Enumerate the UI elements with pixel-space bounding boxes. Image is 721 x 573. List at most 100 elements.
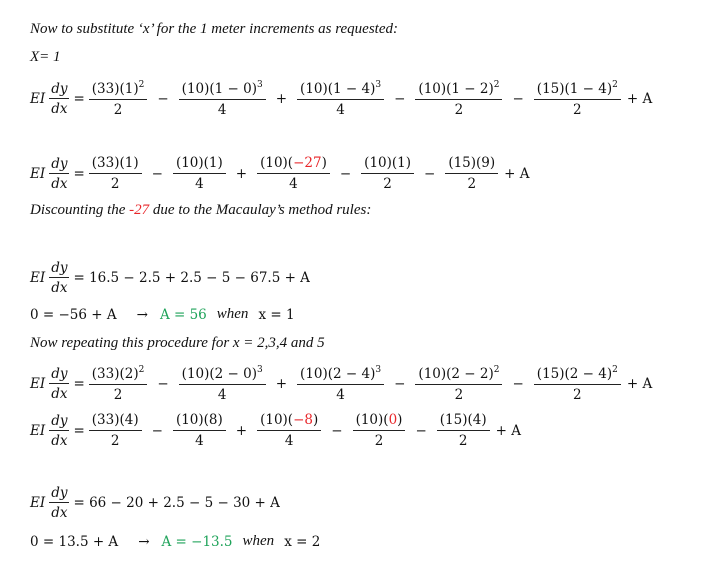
numerator-part: (33)(1) (91, 155, 139, 171)
denominator: 2 (110, 433, 120, 449)
exponent: 2 (138, 80, 145, 90)
dx-denominator: dx (51, 175, 68, 192)
denominator: 4 (336, 102, 345, 118)
rhs-expression: = 16.5 − 2.5 + 2.5 − 5 − 67.5 + A (73, 270, 310, 286)
fraction-term: (33)(1)2 2 (88, 80, 148, 118)
operator: − (394, 376, 406, 392)
numerator-part: (10)(1) (175, 155, 223, 171)
operator: + (275, 376, 288, 392)
denominator: 4 (284, 433, 294, 449)
denominator: 2 (454, 102, 464, 118)
numerator: (10)(−27) (257, 155, 330, 174)
numerator-part: (33)(1) (91, 81, 139, 97)
fraction-term: (10)(2 − 4)3 4 (297, 365, 385, 403)
dy-dx-fraction: dy dx (49, 485, 70, 521)
dx-denominator: dx (51, 505, 68, 521)
when-label: when (216, 306, 249, 322)
fraction-term: (10)(−27) 4 (257, 155, 330, 192)
exponent: 3 (257, 365, 263, 375)
fraction-term: (10)(1) 4 (172, 155, 226, 192)
equals-sign: = (73, 91, 85, 107)
numerator-part: (10)(2 − 2) (418, 366, 494, 382)
denominator: 4 (195, 176, 204, 192)
denominator: 4 (217, 387, 227, 403)
equation-6: EI dy dx = 66 − 20 + 2.5 − 5 − 30 + A (30, 485, 280, 521)
numerator-part: (10)(1 − 2) (418, 81, 494, 97)
exponent: 2 (493, 365, 500, 375)
dy-numerator: dy (49, 155, 70, 174)
denominator: 2 (383, 176, 392, 192)
fraction-term: (10)(1 − 0)3 4 (178, 80, 266, 118)
numerator: (15)(9) (445, 155, 499, 174)
tail-constant: + A (504, 165, 530, 182)
numerator: (10)(1 − 0)3 (178, 80, 266, 100)
dx-denominator: dx (51, 280, 68, 296)
result-lhs: 0 = 13.5 + A (30, 533, 119, 550)
ei-symbol: EI (30, 376, 46, 392)
result-2: 0 = 13.5 + A → A = −13.5 when x = 2 (30, 533, 320, 550)
arrow-symbol: → (136, 306, 148, 323)
numerator-part: (10)(1 − 0) (181, 81, 257, 97)
denominator: 2 (110, 176, 120, 192)
when-label: when (242, 533, 275, 549)
dy-dx-fraction: dy dx (49, 413, 70, 449)
tail-constant: + A (626, 91, 653, 107)
operator: − (157, 376, 169, 392)
numerator-part: ) (397, 412, 403, 428)
fraction-term: (15)(2 − 4)2 2 (533, 365, 621, 403)
dy-dx-fraction: dy dx (49, 155, 70, 192)
fraction-term: (10)(1) 2 (361, 155, 415, 192)
discount-post: due to the Macaulay’s method rules: (149, 202, 372, 218)
numerator-part: (10)( (260, 155, 294, 171)
ei-symbol: EI (30, 495, 46, 511)
numerator: (10)(8) (172, 412, 226, 431)
numerator: (10)(1 − 4)3 (297, 80, 385, 100)
denominator: 2 (573, 102, 582, 118)
equals-sign: = (73, 165, 85, 182)
denominator: 2 (458, 433, 468, 449)
dy-numerator: dy (49, 81, 70, 99)
denominator: 2 (454, 387, 464, 403)
fraction-term: (10)(−8) 4 (257, 412, 322, 449)
denominator: 2 (374, 433, 384, 449)
numerator: (15)(4) (436, 412, 490, 431)
numerator-part: (10)(8) (175, 412, 223, 428)
dy-dx-fraction: dy dx (49, 81, 70, 117)
numerator-part: (15)(2 − 4) (536, 366, 613, 382)
fraction-term: (33)(4) 2 (88, 412, 142, 449)
condition: x = 1 (258, 306, 295, 323)
denominator: 2 (113, 387, 123, 403)
numerator-part: −27 (293, 155, 322, 171)
equation-5: EI dy dx = (33)(4) 2− (10)(8) 4 + (10)(−8) 4− (10)(… (30, 412, 521, 449)
numerator-part: 0 (388, 412, 398, 428)
numerator-part: (15)(1 − 4) (536, 81, 613, 97)
dy-numerator: dy (49, 485, 70, 503)
fraction-term: (15)(9) 2 (445, 155, 499, 192)
ei-symbol: EI (30, 422, 46, 439)
equation-4: EI dy dx = (33)(2)2 2− (10)(2 − 0)3 4 + (10)(2 − … (30, 365, 652, 403)
numerator: (33)(1)2 (88, 80, 148, 100)
operator: − (394, 91, 406, 107)
arrow-symbol: → (138, 533, 150, 550)
denominator: 4 (289, 176, 298, 192)
numerator-part: (10)(2 − 4) (300, 366, 376, 382)
dy-numerator: dy (49, 260, 70, 278)
numerator: (15)(1 − 4)2 (533, 80, 621, 100)
numerator: (10)(2 − 0)3 (178, 365, 266, 385)
fraction-term: (15)(1 − 4)2 2 (533, 80, 621, 118)
fraction-term: (10)(8) 4 (172, 412, 226, 449)
numerator: (10)(0) (352, 412, 406, 431)
numerator: (10)(2 − 2)2 (415, 365, 503, 385)
tail-constant: + A (626, 376, 653, 392)
equation-1: EI dy dx = (33)(1)2 2− (10)(1 − 0)3 4 + (10)(1 − … (30, 80, 652, 118)
operator: − (424, 165, 436, 182)
fraction-term: (10)(2 − 2)2 2 (415, 365, 503, 403)
result-lhs: 0 = −56 + A (30, 306, 117, 323)
fraction-term: (10)(0) 2 (352, 412, 406, 449)
numerator: (10)(1 − 2)2 (415, 80, 503, 100)
operator: − (157, 91, 169, 107)
tail-constant: + A (495, 422, 521, 439)
numerator: (15)(2 − 4)2 (533, 365, 621, 385)
denominator: 2 (113, 102, 123, 118)
numerator: (10)(2 − 4)3 (297, 365, 385, 385)
